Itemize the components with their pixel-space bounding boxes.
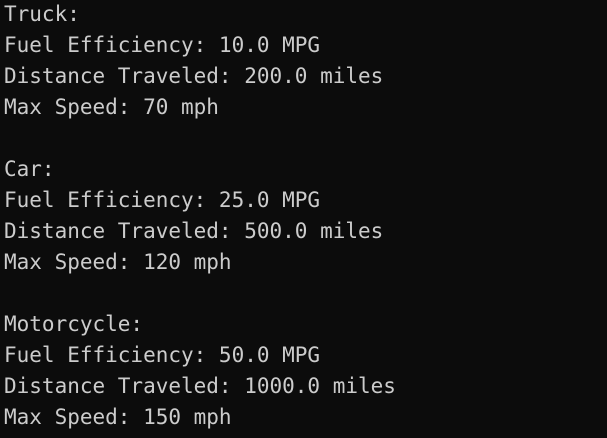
blank-line [4,278,607,309]
car-fuel-efficiency: Fuel Efficiency: 25.0 MPG [4,188,321,212]
motorcycle-fuel-efficiency: Fuel Efficiency: 50.0 MPG [4,343,321,367]
blank-line [4,123,607,154]
motorcycle-distance-traveled: Distance Traveled: 1000.0 miles [4,374,396,398]
car-distance-traveled: Distance Traveled: 500.0 miles [4,219,384,243]
motorcycle-max-speed: Max Speed: 150 mph [4,405,232,429]
vehicle-header-motorcycle: Motorcycle: [4,312,144,336]
truck-fuel-efficiency: Fuel Efficiency: 10.0 MPG [4,33,321,57]
truck-max-speed: Max Speed: 70 mph [4,95,219,119]
vehicle-header-truck: Truck: [4,2,80,26]
car-max-speed: Max Speed: 120 mph [4,250,232,274]
vehicle-header-car: Car: [4,157,55,181]
truck-distance-traveled: Distance Traveled: 200.0 miles [4,64,384,88]
